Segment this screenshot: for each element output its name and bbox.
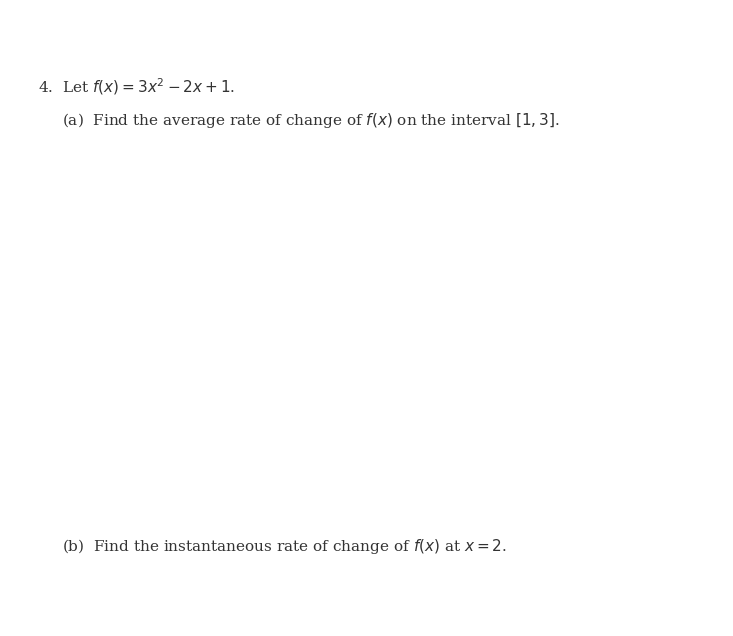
Text: (b)  Find the instantaneous rate of change of $f(x)$ at $x = 2$.: (b) Find the instantaneous rate of chang…	[62, 537, 507, 556]
Text: (a)  Find the average rate of change of $f(x)$ on the interval $[1, 3]$.: (a) Find the average rate of change of $…	[62, 111, 560, 130]
Text: 4.  Let $f(x) = 3x^2 - 2x + 1$.: 4. Let $f(x) = 3x^2 - 2x + 1$.	[38, 76, 235, 97]
